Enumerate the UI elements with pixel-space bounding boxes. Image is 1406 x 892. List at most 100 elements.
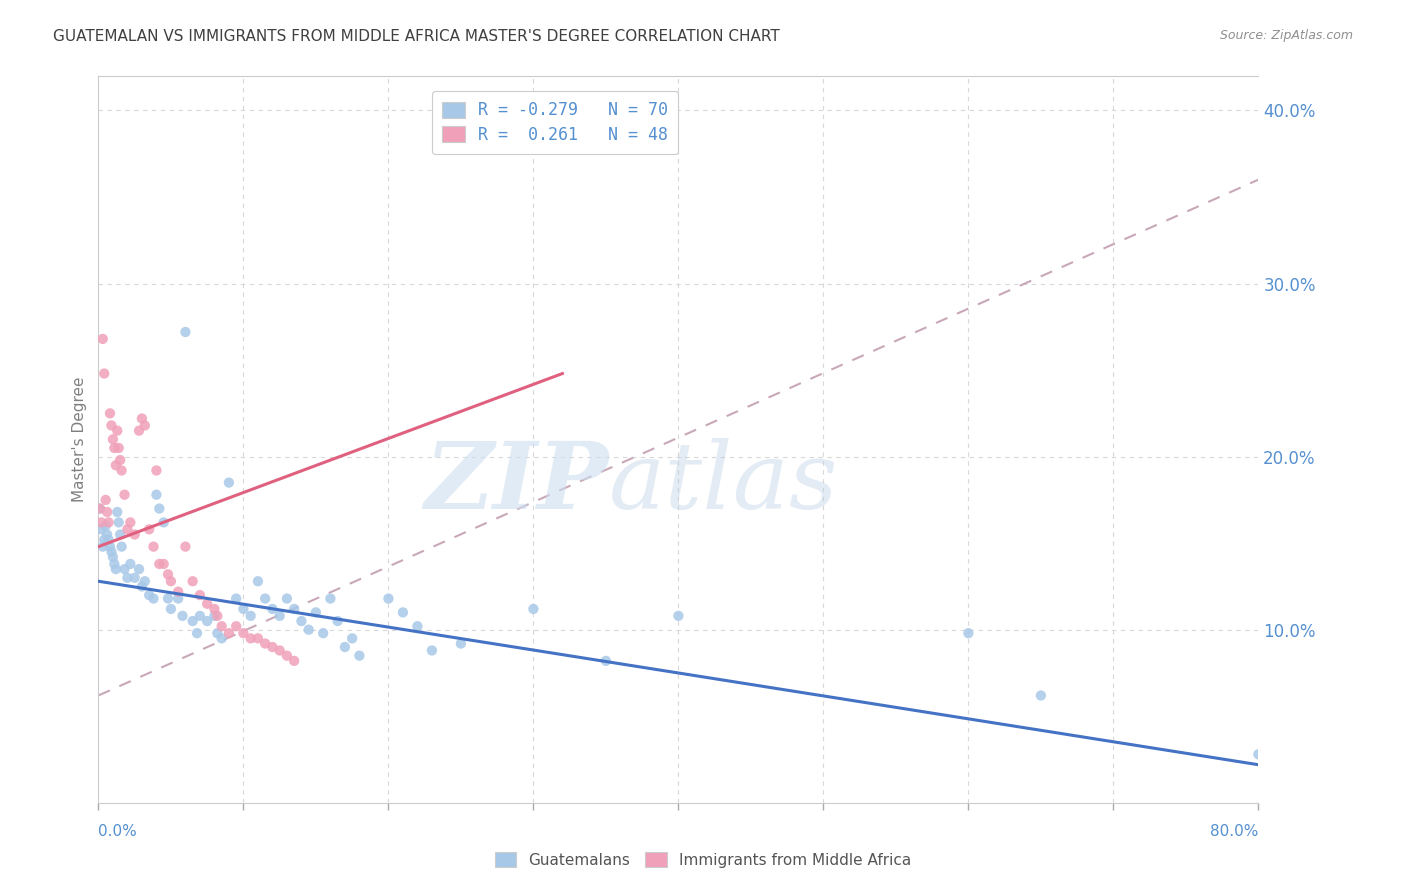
Point [104, 562, 127, 576]
Point [111, 463, 132, 477]
Point [117, 522, 139, 536]
Point [124, 571, 146, 585]
Point [290, 614, 312, 628]
Point [269, 608, 291, 623]
Point [98, 540, 121, 554]
Point [312, 626, 335, 640]
Point [134, 574, 156, 589]
Legend: R = -0.279   N = 70, R =  0.261   N = 48: R = -0.279 N = 70, R = 0.261 N = 48 [432, 91, 678, 154]
Point [239, 608, 262, 623]
Point [94, 519, 117, 533]
Point [420, 643, 443, 657]
Point [90, 516, 112, 530]
Point [103, 441, 125, 455]
Point [90, 522, 112, 536]
Point [246, 574, 269, 589]
Point [145, 463, 167, 477]
Point [218, 475, 240, 490]
Point [152, 557, 174, 571]
Point [148, 501, 170, 516]
Point [181, 614, 204, 628]
Point [101, 432, 124, 446]
Point [128, 424, 150, 438]
Point [93, 367, 115, 381]
Point [124, 527, 146, 541]
Point [254, 591, 277, 606]
Point [172, 608, 194, 623]
Point [204, 608, 226, 623]
Point [142, 591, 165, 606]
Point [218, 626, 240, 640]
Point [211, 632, 233, 646]
Point [131, 579, 153, 593]
Point [108, 527, 131, 541]
Point [186, 626, 208, 640]
Point [283, 602, 305, 616]
Point [157, 591, 180, 606]
Point [207, 608, 229, 623]
Point [195, 597, 218, 611]
Point [239, 632, 262, 646]
Point [105, 424, 128, 438]
Point [101, 549, 124, 564]
Point [94, 492, 117, 507]
Point [160, 602, 183, 616]
Point [107, 516, 129, 530]
Point [232, 602, 254, 616]
Point [276, 648, 298, 663]
Point [283, 654, 305, 668]
Point [96, 505, 118, 519]
Point [120, 516, 142, 530]
Point [262, 602, 284, 616]
Point [392, 606, 415, 620]
Point [91, 332, 114, 346]
Point [89, 501, 111, 516]
Point [138, 588, 160, 602]
Point [100, 418, 122, 433]
Text: ZIP: ZIP [425, 438, 609, 528]
Point [142, 540, 165, 554]
Point [406, 619, 429, 633]
Point [120, 557, 142, 571]
Point [188, 608, 211, 623]
Text: atlas: atlas [609, 438, 838, 528]
Point [305, 606, 328, 620]
Point [225, 619, 247, 633]
Point [207, 626, 229, 640]
Point [160, 574, 183, 589]
Point [157, 567, 180, 582]
Point [319, 591, 342, 606]
Point [174, 540, 197, 554]
Point [148, 557, 170, 571]
Point [108, 453, 131, 467]
Point [111, 540, 132, 554]
Point [254, 636, 277, 650]
Point [195, 614, 218, 628]
Text: 80.0%: 80.0% [1211, 823, 1258, 838]
Point [145, 488, 167, 502]
Point [152, 516, 174, 530]
Point [269, 643, 291, 657]
Point [114, 562, 136, 576]
Point [595, 654, 617, 668]
Point [326, 614, 349, 628]
Point [349, 648, 371, 663]
Point [174, 325, 197, 339]
Y-axis label: Master's Degree: Master's Degree [72, 376, 87, 502]
Point [957, 626, 980, 640]
Point [128, 562, 150, 576]
Point [134, 418, 156, 433]
Text: GUATEMALAN VS IMMIGRANTS FROM MIDDLE AFRICA MASTER'S DEGREE CORRELATION CHART: GUATEMALAN VS IMMIGRANTS FROM MIDDLE AFR… [53, 29, 780, 44]
Point [97, 533, 120, 547]
Point [1029, 689, 1052, 703]
Point [96, 527, 118, 541]
Point [100, 545, 122, 559]
Point [167, 591, 190, 606]
Point [262, 640, 284, 654]
Point [298, 623, 321, 637]
Point [1247, 747, 1270, 762]
Point [333, 640, 356, 654]
Point [450, 636, 472, 650]
Point [188, 588, 211, 602]
Point [107, 441, 129, 455]
